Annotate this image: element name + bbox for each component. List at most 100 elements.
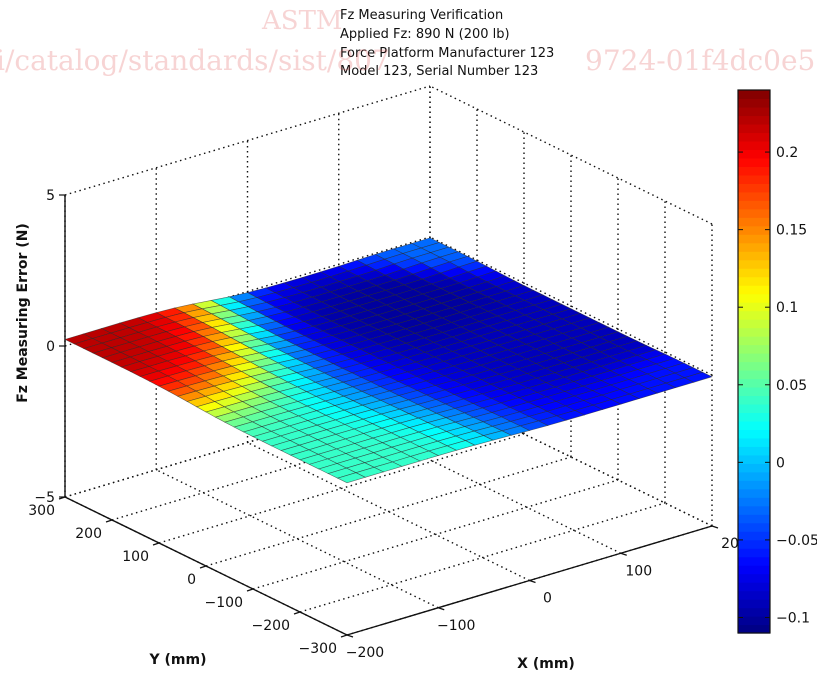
floor-grid-y — [111, 410, 478, 521]
colorbar-segment — [738, 123, 770, 134]
colorbar-segment — [738, 268, 770, 278]
colorbar-segment — [738, 437, 770, 447]
title-line-2: Applied Fz: 890 N (200 lb) — [340, 27, 510, 42]
z-axis-label: Fz Measuring Error (N) — [15, 223, 31, 403]
y-tick-label: −100 — [205, 595, 243, 611]
colorbar-segment — [738, 522, 770, 532]
colorbar-tick-label: 0.2 — [776, 145, 798, 161]
x-tick-label: 0 — [543, 591, 552, 607]
floor-grid-y — [158, 433, 525, 544]
y-tick-label: 200 — [75, 526, 102, 542]
colorbar-segment — [738, 353, 770, 363]
title-line-3: Force Platform Manufacturer 123 — [340, 46, 555, 61]
colorbar-segment — [738, 505, 770, 515]
colorbar-segment — [738, 412, 770, 422]
colorbar-segment — [738, 174, 770, 184]
colorbar-segment — [738, 590, 770, 600]
colorbar-segment — [738, 90, 770, 100]
colorbar-segment — [738, 616, 770, 626]
colorbar-segment — [738, 624, 770, 634]
y-tick — [152, 542, 160, 546]
colorbar-segment — [738, 497, 770, 507]
colorbar-tick-label: 0.15 — [776, 223, 807, 239]
y-axis-label: Y (mm) — [149, 652, 207, 668]
colorbar-segment — [738, 293, 770, 303]
colorbar-segment — [738, 132, 770, 142]
colorbar-segment — [738, 106, 770, 117]
colorbar-segment — [738, 225, 770, 235]
colorbar-segment — [738, 140, 770, 150]
x-tick-label: 20 — [721, 536, 739, 552]
colorbar-segment — [738, 276, 770, 286]
colorbar-segment — [738, 259, 770, 269]
back-wall-grid-z — [64, 236, 431, 347]
surface-patch — [336, 472, 367, 484]
y-tick — [246, 588, 254, 592]
floor-grid-y — [299, 502, 666, 613]
colorbar-segment — [738, 217, 770, 227]
colorbar-segment — [738, 200, 770, 210]
colorbar-segment — [738, 480, 770, 490]
colorbar: 0.2 0.15 0.1 0.05 0 −0.05 −0.1 — [737, 89, 817, 634]
colorbar-segment — [738, 446, 770, 456]
y-tick-label: 300 — [28, 503, 55, 519]
colorbar-segment — [738, 302, 770, 312]
colorbar-tick-label: 0 — [776, 455, 785, 471]
colorbar-segment — [738, 191, 770, 201]
colorbar-segment — [738, 166, 770, 176]
x-tick — [438, 607, 445, 611]
colorbar-segment — [738, 336, 770, 346]
colorbar-segment — [738, 319, 770, 329]
floor-grid-y — [205, 456, 572, 567]
colorbar-segment — [738, 369, 770, 380]
colorbar-segment — [738, 429, 770, 439]
colorbar-segment — [738, 531, 770, 541]
colorbar-segment — [738, 234, 770, 244]
colorbar-segment — [738, 285, 770, 295]
colorbar-segment — [738, 251, 770, 261]
colorbar-segment — [738, 327, 770, 337]
colorbar-tick-label: 0.05 — [776, 378, 807, 394]
y-tick-label: −300 — [299, 641, 337, 657]
colorbar-segment — [738, 98, 770, 108]
z-tick-label: 0 — [46, 339, 55, 355]
x-tick — [711, 525, 719, 529]
colorbar-segment — [738, 361, 770, 371]
colorbar-segment — [738, 488, 770, 498]
colorbar-segment — [738, 242, 770, 252]
x-tick — [529, 579, 536, 584]
colorbar-segment — [738, 548, 770, 558]
colorbar-segment — [738, 582, 770, 592]
tick-labels: −200 −100 0 100 20 −300 −200 −100 0 100 200 300−5 0 5 — [28, 188, 739, 661]
z-tick-label: 5 — [46, 188, 55, 204]
y-tick-label: 100 — [122, 549, 149, 565]
x-tick — [620, 552, 627, 556]
title-line-4: Model 123, Serial Number 123 — [340, 64, 539, 79]
floor-grid-y — [252, 479, 619, 590]
colorbar-segment — [738, 607, 770, 617]
colorbar-segment — [738, 565, 770, 575]
colorbar-tick-label: −0.05 — [776, 533, 817, 549]
colorbar-tick-label: 0.1 — [776, 300, 798, 316]
y-tick — [199, 565, 207, 569]
colorbar-segment — [738, 403, 770, 413]
colorbar-segment — [738, 386, 770, 397]
back-wall-grid-z — [64, 85, 431, 196]
y-tick-label: 0 — [187, 572, 196, 588]
colorbar-tick-label: −0.1 — [776, 610, 810, 626]
y-tick-label: −200 — [252, 618, 290, 634]
colorbar-segment — [738, 463, 770, 473]
colorbar-segment — [738, 157, 770, 167]
colorbar-segment — [738, 556, 770, 566]
colorbar-segment — [738, 539, 770, 549]
surface — [64, 237, 713, 484]
colorbar-segment — [738, 454, 770, 464]
colorbar-segment — [738, 115, 770, 125]
y-tick — [105, 519, 113, 523]
colorbar-segment — [738, 471, 770, 481]
colorbar-segment — [738, 378, 770, 388]
x-tick-label: −200 — [346, 645, 384, 661]
x-axis-label: X (mm) — [517, 656, 575, 672]
colorbar-frame — [737, 89, 771, 634]
